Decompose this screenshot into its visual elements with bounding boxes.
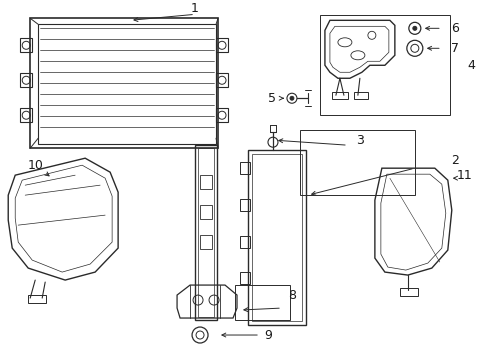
Bar xyxy=(235,285,290,320)
Bar xyxy=(20,38,32,52)
Bar xyxy=(216,38,228,52)
Bar xyxy=(400,288,418,296)
Bar xyxy=(200,175,212,189)
Bar xyxy=(248,150,306,325)
Bar xyxy=(240,162,250,174)
Bar xyxy=(320,15,450,115)
Text: 2: 2 xyxy=(451,154,459,167)
Bar xyxy=(216,108,228,122)
Text: 8: 8 xyxy=(288,289,296,302)
Bar xyxy=(30,18,218,148)
Bar xyxy=(38,24,216,144)
Text: 9: 9 xyxy=(264,329,272,342)
Bar xyxy=(240,272,250,284)
Bar xyxy=(240,199,250,211)
Text: 10: 10 xyxy=(27,159,43,172)
Bar xyxy=(28,295,46,303)
Bar xyxy=(200,205,212,219)
Text: 3: 3 xyxy=(356,134,364,147)
Text: 7: 7 xyxy=(451,42,459,55)
Bar xyxy=(198,148,214,317)
Text: 4: 4 xyxy=(468,59,476,72)
Bar xyxy=(332,92,348,99)
Bar xyxy=(195,145,217,320)
Bar xyxy=(216,73,228,87)
Bar xyxy=(200,235,212,249)
Bar xyxy=(300,130,415,195)
Text: 1: 1 xyxy=(191,2,199,15)
Circle shape xyxy=(413,26,417,30)
Text: 11: 11 xyxy=(457,169,473,182)
Circle shape xyxy=(290,96,294,100)
Bar xyxy=(20,73,32,87)
Text: 5: 5 xyxy=(268,92,276,105)
Bar xyxy=(20,108,32,122)
Text: 6: 6 xyxy=(451,22,459,35)
Bar xyxy=(252,154,302,321)
Bar xyxy=(240,236,250,248)
Bar xyxy=(354,92,368,99)
